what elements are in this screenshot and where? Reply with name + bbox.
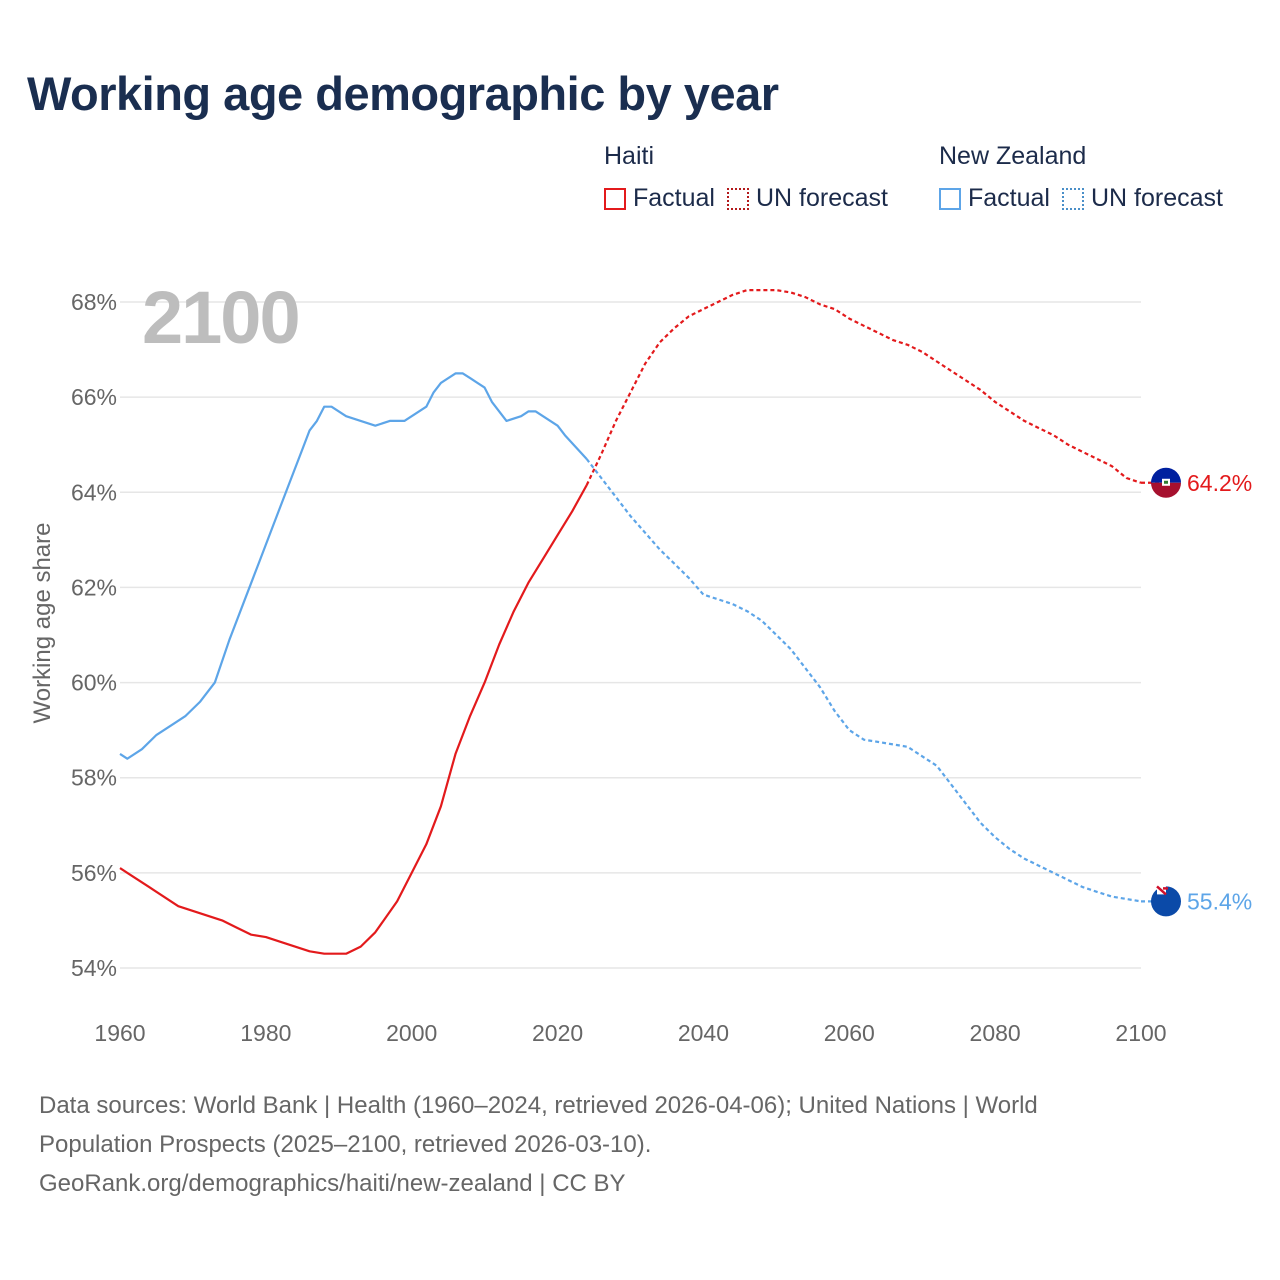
flag-emblem [1164,480,1168,484]
y-tick-label: 56% [71,860,117,886]
x-tick-label: 2020 [532,1020,583,1046]
legend-country-new-zealand: New Zealand [939,142,1087,170]
legend-swatch-haiti-factual [604,187,626,210]
legend-label-nz-factual: Factual [968,184,1050,212]
y-tick-label: 62% [71,574,117,600]
y-axis-ticks: 54% 56% 58% 60% 62% 64% 66% 68% [71,289,117,981]
y-axis-label: Working age share [29,523,56,724]
line-chart: 2100 54% 56% 58% 60% 62% 64% 66% 68% 1960 1980 20… [29,276,1252,1046]
series-line-new-zealand-forecast[interactable] [585,458,1142,903]
legend-swatch-nz-factual [939,187,961,210]
y-tick-label: 64% [71,479,117,505]
y-tick-label: 66% [71,384,117,410]
x-axis-ticks: 1960 1980 2000 2020 2040 2060 2080 2100 [94,1020,1166,1046]
series-line-haiti-factual[interactable] [119,484,588,955]
series-line-haiti-forecast[interactable] [585,289,1142,486]
y-tick-label: 58% [71,765,117,791]
legend-swatch-haiti-forecast [726,187,749,210]
series-lines [119,289,1142,955]
legend-item-haiti-forecast[interactable]: UN forecast [726,184,888,213]
legend-group-haiti: Haiti Factual UN forecast [604,142,900,213]
legend-label-haiti-factual: Factual [633,184,715,212]
chart-title: Working age demographic by year [27,67,779,120]
x-tick-label: 1960 [94,1020,145,1046]
legend-label-haiti-forecast: UN forecast [755,184,888,212]
legend-item-haiti-factual[interactable]: Factual [604,184,715,213]
end-value-label-haiti: 64.2% [1187,470,1252,496]
x-tick-label: 1980 [240,1020,291,1046]
grid-lines [120,301,1141,969]
x-tick-label: 2100 [1115,1020,1166,1046]
x-tick-label: 2060 [824,1020,875,1046]
flag-stripe [1151,482,1181,498]
legend-item-nz-factual[interactable]: Factual [939,184,1050,213]
flag-cross [1156,885,1167,896]
x-tick-label: 2080 [970,1020,1021,1046]
legend-label-nz-forecast: UN forecast [1090,184,1223,212]
series-endpoints: 64.2% 55.4% [1141,467,1252,917]
legend-item-nz-forecast[interactable]: UN forecast [1061,184,1223,213]
end-value-label-new-zealand: 55.4% [1187,888,1252,914]
year-watermark: 2100 [142,276,299,359]
y-tick-label: 60% [71,670,117,696]
data-sources: Data sources: World Bank | Health (1960–… [39,1086,1239,1203]
sources-line-1: Data sources: World Bank | Health (1960–… [39,1092,1038,1119]
flag-haiti-icon [1151,467,1181,498]
y-tick-label: 68% [71,289,117,315]
series-line-new-zealand-factual[interactable] [119,372,588,760]
x-tick-label: 2040 [678,1020,729,1046]
x-tick-label: 2000 [386,1020,437,1046]
flag-stripe [1151,467,1181,483]
sources-line-3[interactable]: GeoRank.org/demographics/haiti/new-zeala… [39,1170,626,1197]
legend-group-new-zealand: New Zealand Factual UN forecast [939,142,1223,213]
legend-swatch-nz-forecast [1061,187,1084,210]
sources-line-2: Population Prospects (2025–2100, retriev… [39,1131,652,1158]
flag-new-zealand-icon [1151,885,1181,917]
y-tick-label: 54% [71,955,117,981]
legend-country-haiti: Haiti [604,142,655,170]
